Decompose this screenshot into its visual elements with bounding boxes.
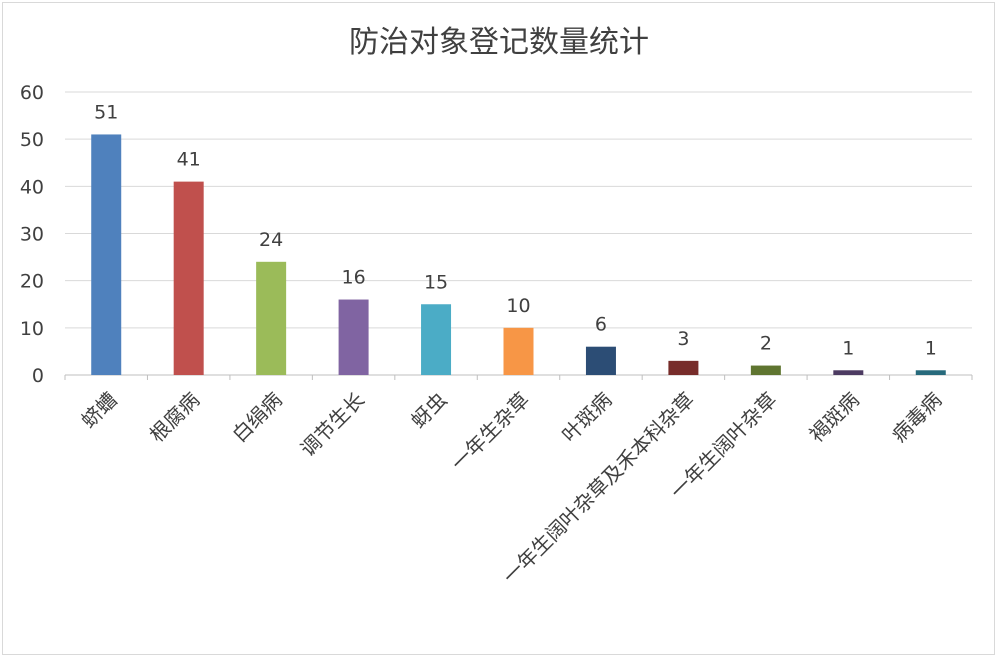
y-axis-ticks: 0 10 20 30 40 50 60 [20,82,44,387]
bar [833,370,864,375]
x-tick-label: 白绢病 [227,388,286,447]
bar [503,327,534,375]
bar [256,261,287,375]
chart-title: 防治对象登记数量统计 [349,25,649,60]
x-tick-label: 蛴螬 [77,388,122,433]
bar [338,299,369,375]
data-label: 15 [424,271,448,293]
bar [91,134,122,375]
x-tick-label: 病毒病 [887,388,946,447]
y-tick-label: 10 [20,318,44,340]
bars [91,134,946,375]
bar [668,360,699,375]
bar [173,181,204,375]
data-label: 1 [842,337,854,359]
x-tick-label: 调节生长 [296,388,370,462]
x-tick-label: 根腐病 [145,388,204,447]
data-label: 16 [341,267,365,289]
bar [585,346,616,375]
data-label: 41 [177,149,201,171]
y-tick-label: 50 [20,129,44,151]
y-tick-label: 0 [32,365,44,387]
y-tick-label: 20 [20,271,44,293]
data-label: 24 [259,229,283,251]
data-label: 51 [94,101,118,123]
x-tick-label: 叶斑病 [557,388,616,447]
data-label: 10 [506,295,530,317]
y-tick-label: 30 [20,224,44,246]
x-tick-label: 褐斑病 [804,388,863,447]
gridlines [64,91,973,380]
y-tick-label: 60 [20,82,44,104]
data-label: 3 [677,328,689,350]
bar [915,370,946,375]
bar [750,365,781,375]
data-labels: 51 41 24 16 15 10 6 3 2 1 1 [94,101,937,359]
x-tick-label: 一年生杂草 [446,388,534,476]
data-label: 1 [925,337,937,359]
y-tick-label: 40 [20,176,44,198]
x-tick-label: 蚜虫 [406,388,451,433]
data-label: 6 [595,314,607,336]
bar [421,304,452,375]
data-label: 2 [760,333,772,355]
